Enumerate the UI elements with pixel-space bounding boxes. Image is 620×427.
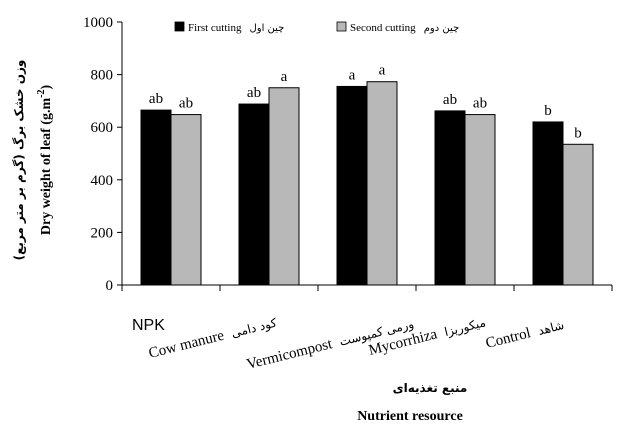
bar-second-cutting-4 — [562, 143, 594, 286]
category-label-en: NPK — [132, 317, 165, 334]
significance-label: ab — [149, 91, 163, 107]
bar-second-cutting-1 — [268, 87, 300, 286]
category-label-en: Control — [484, 325, 532, 352]
significance-label: b — [574, 125, 582, 141]
significance-label: a — [379, 63, 386, 79]
bar-second-cutting-3 — [464, 114, 496, 286]
significance-label: ab — [443, 92, 457, 108]
significance-label: a — [281, 69, 288, 85]
category-label-fa: میکوریزا — [443, 315, 487, 340]
bar-second-cutting-2 — [366, 81, 398, 286]
legend-swatch-1 — [336, 21, 347, 32]
significance-label: ab — [473, 96, 487, 112]
bar-first-cutting-4 — [532, 121, 564, 286]
category-label-0: NPK — [132, 317, 165, 334]
category-label-4: Control شاهد — [484, 317, 566, 352]
y-axis-title: Dry weight of leaf (g.m-2) — [36, 85, 54, 236]
category-label-fa: شاهد — [537, 318, 566, 338]
y-axis-title-exponent: -2 — [36, 90, 47, 98]
bar-second-cutting-0 — [170, 114, 202, 286]
category-label-en: Vermicompost — [245, 336, 335, 373]
x-axis-title-fa: منبع تغذیه‌ای — [393, 381, 468, 395]
bars — [140, 81, 594, 286]
significance-label: ab — [247, 85, 261, 101]
x-axis-title: Nutrient resource — [357, 409, 463, 424]
y-axis-title-main: Dry weight of leaf (g.m — [39, 98, 54, 236]
legend-swatch-0 — [174, 21, 185, 32]
y-tick-label: 800 — [91, 68, 114, 84]
y-axis: 0 200 400 600 800 1000 — [83, 15, 123, 294]
y-tick-label: 400 — [91, 173, 114, 189]
significance-label: a — [349, 67, 356, 83]
y-tick-label: 600 — [91, 120, 114, 136]
bar-first-cutting-3 — [434, 110, 466, 286]
y-tick-label: 200 — [91, 225, 114, 241]
legend-label-en: Second cutting — [350, 22, 416, 34]
y-axis-title-close: ) — [39, 85, 54, 90]
y-tick-label: 1000 — [83, 15, 113, 31]
legend-label-en: First cutting — [188, 22, 242, 34]
y-axis-title-fa: وزن خشک برگ (گرم بر متر مربع) — [11, 60, 27, 261]
significance-label: ab — [179, 96, 193, 112]
bar-first-cutting-2 — [336, 85, 368, 286]
legend-label-fa: چین اول — [249, 23, 284, 34]
legend-label-fa: چین دوم — [424, 23, 459, 34]
significance-label: b — [544, 103, 552, 119]
x-axis — [121, 284, 613, 291]
legend-label-1: Second cutting چین دوم — [350, 22, 459, 34]
bar-first-cutting-1 — [238, 103, 270, 286]
bar-first-cutting-0 — [140, 109, 172, 286]
legend-label-0: First cutting چین اول — [188, 22, 284, 34]
y-tick-label: 0 — [106, 278, 114, 294]
category-label-fa: کود دامی — [230, 316, 279, 342]
legend: First cutting چین اول Second cutting چین دو… — [174, 21, 459, 34]
